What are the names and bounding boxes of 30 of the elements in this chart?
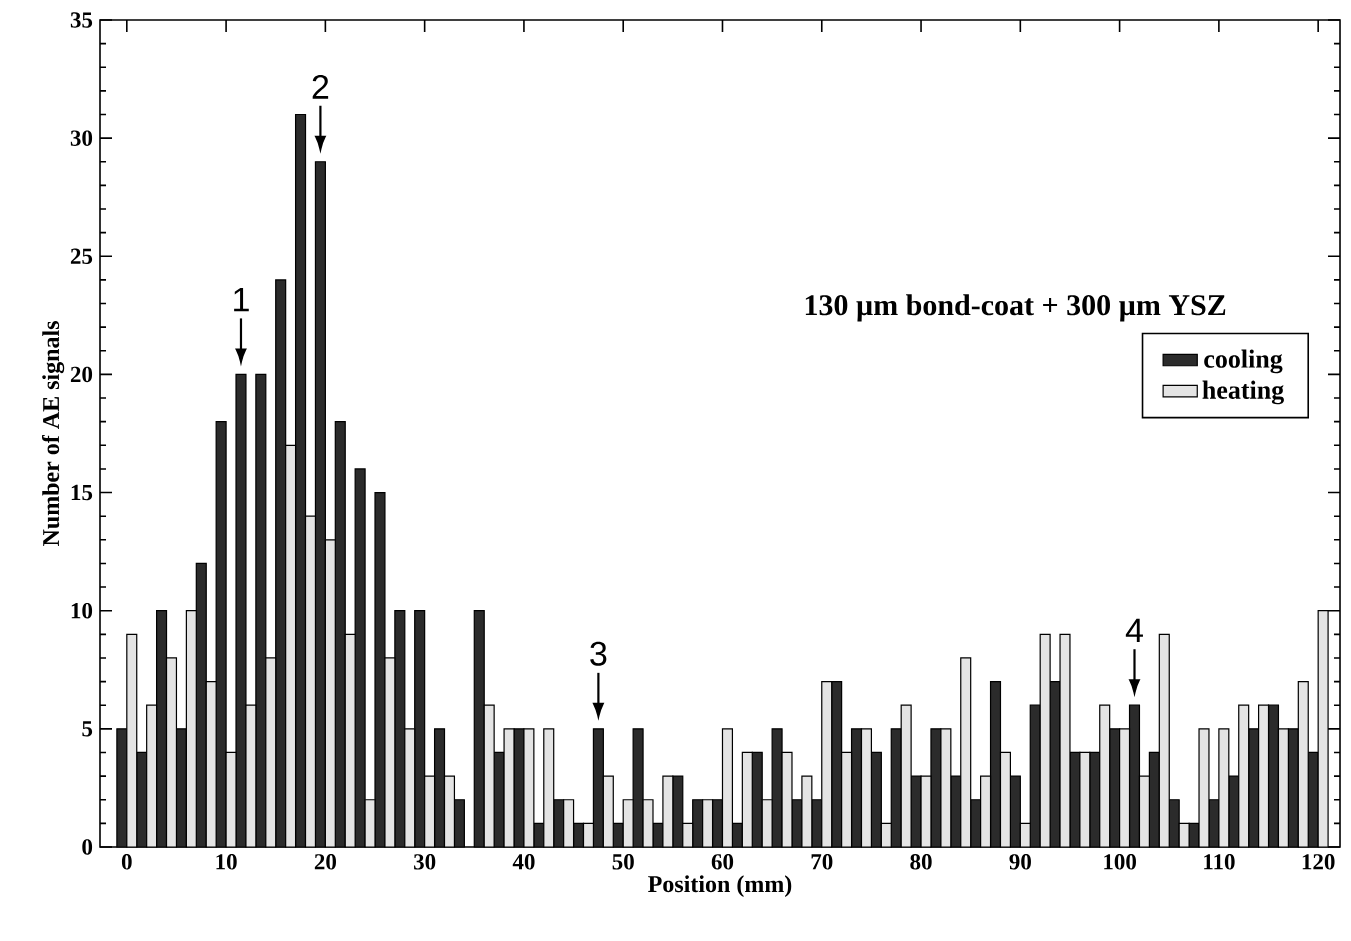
legend-label: heating <box>1202 380 1284 405</box>
x-tick-label: 120 <box>1302 854 1335 870</box>
y-tick-label: 20 <box>70 366 93 383</box>
legend-label: cooling <box>1204 349 1283 374</box>
annotation: 130 µm bond-coat + 300 µm YSZ <box>805 294 1226 322</box>
y-tick-label: 30 <box>70 130 93 146</box>
x-axis-title: Position (mm) <box>648 875 792 898</box>
x-tick-label: 0 <box>121 854 132 870</box>
x-tick-label: 100 <box>1104 854 1136 870</box>
x-tick-label: 20 <box>314 854 336 870</box>
x-tick-label: 50 <box>612 854 634 870</box>
y-tick-label: 5 <box>82 721 93 737</box>
x-tick-label: 30 <box>414 854 436 870</box>
x-tick-label: 90 <box>1009 854 1031 870</box>
y-tick-label: 10 <box>71 602 93 619</box>
x-tick-label: 10 <box>216 854 237 870</box>
x-tick-label: 60 <box>711 854 734 870</box>
annotation: 2 <box>312 74 329 99</box>
y-tick-label: 0 <box>82 839 93 855</box>
annotation: 3 <box>590 641 607 666</box>
y-tick-label: 25 <box>70 248 93 264</box>
y-tick-label: 35 <box>70 12 93 28</box>
x-tick-label: 110 <box>1204 854 1235 870</box>
annotation: 4 <box>1125 618 1143 643</box>
x-tick-label: 40 <box>512 854 535 870</box>
x-tick-label: 70 <box>811 854 833 870</box>
x-tick-label: 80 <box>910 854 932 870</box>
y-axis-title: Number of AE signals <box>42 321 65 547</box>
y-tick-label: 15 <box>71 484 93 501</box>
annotation: 1 <box>234 287 249 312</box>
